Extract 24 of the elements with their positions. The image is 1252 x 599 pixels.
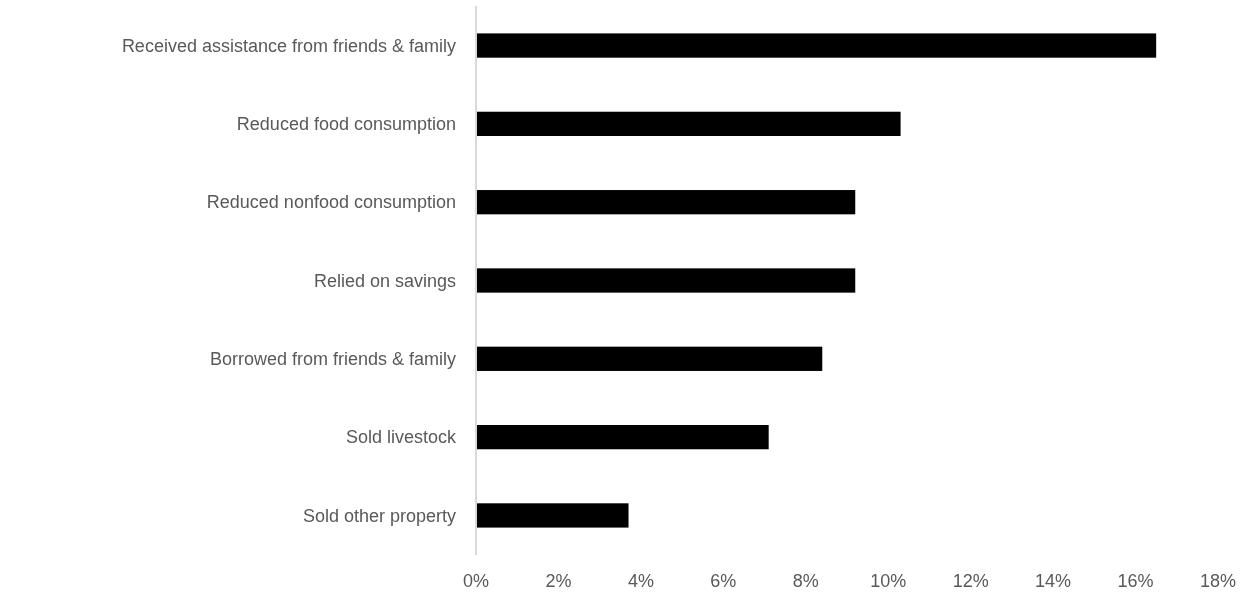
bar <box>476 503 629 528</box>
x-tick-label: 8% <box>792 571 819 591</box>
x-tick-label: 16% <box>1117 571 1154 591</box>
y-tick-label: Reduced nonfood consumption <box>206 192 456 213</box>
bar <box>476 190 856 215</box>
bar <box>476 346 823 371</box>
x-tick-label: 12% <box>952 571 989 591</box>
y-tick-label: Sold other property <box>302 505 456 526</box>
y-tick-label: Sold livestock <box>345 427 457 448</box>
x-tick-label: 10% <box>870 571 907 591</box>
y-tick-label: Relied on savings <box>313 270 456 291</box>
y-tick-label: Reduced food consumption <box>236 114 456 135</box>
x-tick-label: 0% <box>462 571 490 591</box>
bar <box>476 268 856 293</box>
bar <box>476 424 769 450</box>
x-tick-label: 14% <box>1035 571 1072 591</box>
x-tick-label: 4% <box>627 571 654 591</box>
y-tick-label: Received assistance from friends & family <box>121 35 456 56</box>
x-tick-label: 6% <box>710 571 737 591</box>
x-tick-label: 2% <box>545 571 572 591</box>
x-tick-label: 18% <box>1199 571 1237 591</box>
y-tick-label: Borrowed from friends & family <box>209 349 456 370</box>
bar <box>476 111 901 137</box>
bar <box>476 33 1157 58</box>
